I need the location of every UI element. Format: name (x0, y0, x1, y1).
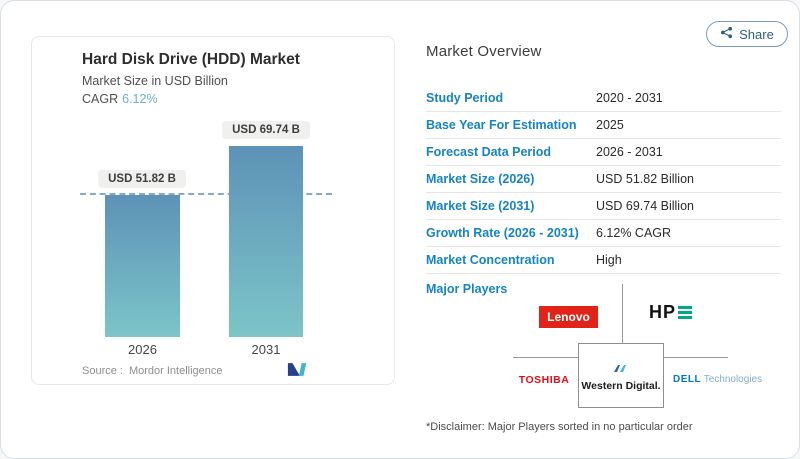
chart-subtitle: Market Size in USD Billion (82, 74, 228, 88)
lenovo-logo: Lenovo (539, 306, 598, 328)
chart-title: Hard Disk Drive (HDD) Market (82, 51, 300, 68)
row-value: High (596, 253, 622, 267)
table-row: Forecast Data Period 2026 - 2031 (426, 139, 781, 166)
row-value: USD 51.82 Billion (596, 172, 694, 186)
table-row: Study Period 2020 - 2031 (426, 85, 781, 112)
disclaimer-text: *Disclaimer: Major Players sorted in no … (426, 421, 693, 433)
table-row: Market Size (2026) USD 51.82 Billion (426, 166, 781, 193)
row-label: Base Year For Estimation (426, 118, 577, 132)
share-button-label: Share (739, 26, 774, 42)
western-digital-logo-text: Western Digital. (581, 379, 661, 392)
major-players-label: Major Players (426, 282, 508, 296)
bar-chart: USD 51.82 B USD 69.74 B (32, 37, 394, 337)
dell-logo-text: DELL (673, 374, 702, 385)
x-axis-label-2031: 2031 (251, 342, 281, 357)
dell-technologies-logo: DELL Technologies (673, 374, 762, 385)
row-label: Market Concentration (426, 253, 555, 267)
bar-2026 (105, 195, 180, 337)
source-attribution: Source : Mordor Intelligence (82, 365, 223, 377)
row-label: Forecast Data Period (426, 145, 552, 159)
overview-heading: Market Overview (426, 43, 542, 60)
mordor-intelligence-logo-icon (287, 361, 309, 383)
row-label: Growth Rate (2026 - 2031) (426, 226, 579, 240)
chart-card: Hard Disk Drive (HDD) Market Market Size… (31, 36, 395, 385)
row-value: USD 69.74 Billion (596, 199, 694, 213)
reference-dashed-line (80, 193, 332, 195)
source-value: Mordor Intelligence (128, 365, 223, 377)
bar-value-label-2026: USD 51.82 B (98, 170, 186, 188)
cagr-value: 6.12% (122, 92, 158, 106)
share-button[interactable]: Share (706, 21, 788, 47)
hpe-e-bars-icon (678, 306, 693, 319)
western-digital-mark-icon (613, 360, 629, 378)
row-value: 6.12% CAGR (596, 226, 672, 240)
dell-technologies-text: Technologies (703, 374, 763, 385)
bar-value-label-2031: USD 69.74 B (222, 121, 310, 139)
hpe-logo: HP (649, 302, 693, 323)
table-row: Base Year For Estimation 2025 (426, 112, 781, 139)
table-row: Growth Rate (2026 - 2031) 6.12% CAGR (426, 220, 781, 247)
hpe-logo-text: HP (649, 302, 677, 322)
row-label: Market Size (2026) (426, 172, 535, 186)
table-row: Market Size (2031) USD 69.74 Billion (426, 193, 781, 220)
row-value: 2025 (596, 118, 624, 132)
cagr-label: CAGR (82, 92, 119, 106)
row-label: Study Period (426, 91, 504, 105)
overview-table: Study Period 2020 - 2031 Base Year For E… (426, 85, 781, 274)
toshiba-logo: TOSHIBA (518, 374, 570, 386)
connector-vertical-line (622, 284, 623, 344)
share-icon (720, 26, 733, 42)
bar-2031 (229, 146, 303, 337)
cagr-line: CAGR 6.12% (82, 92, 158, 106)
row-value: 2026 - 2031 (596, 145, 663, 159)
x-axis-label-2026: 2026 (128, 342, 157, 357)
source-label: Source : (82, 365, 123, 377)
row-value: 2020 - 2031 (596, 91, 663, 105)
row-label: Market Size (2031) (426, 199, 535, 213)
western-digital-logo-box: Western Digital. (578, 343, 664, 408)
table-row: Market Concentration High (426, 247, 781, 274)
